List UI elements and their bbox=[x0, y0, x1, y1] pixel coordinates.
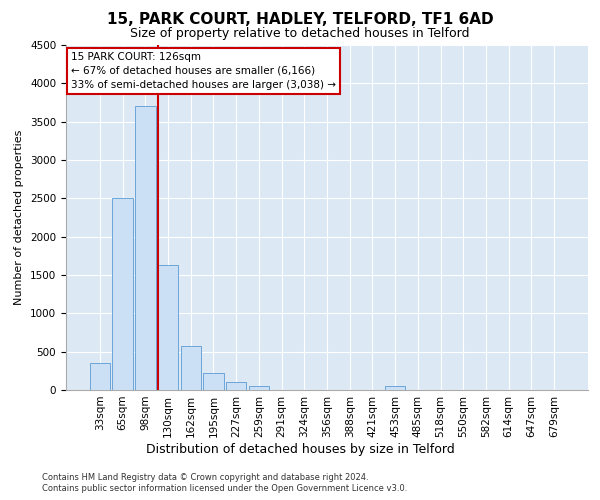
Y-axis label: Number of detached properties: Number of detached properties bbox=[14, 130, 25, 305]
Text: Contains HM Land Registry data © Crown copyright and database right 2024.: Contains HM Land Registry data © Crown c… bbox=[42, 472, 368, 482]
Bar bbox=[203, 373, 224, 390]
Bar bbox=[385, 386, 406, 390]
Bar bbox=[181, 346, 201, 390]
Text: Contains public sector information licensed under the Open Government Licence v3: Contains public sector information licen… bbox=[42, 484, 407, 493]
Bar bbox=[135, 106, 155, 390]
Bar bbox=[112, 198, 133, 390]
Text: 15 PARK COURT: 126sqm
← 67% of detached houses are smaller (6,166)
33% of semi-d: 15 PARK COURT: 126sqm ← 67% of detached … bbox=[71, 52, 336, 90]
Bar bbox=[226, 382, 247, 390]
Text: Distribution of detached houses by size in Telford: Distribution of detached houses by size … bbox=[146, 442, 454, 456]
Bar bbox=[90, 363, 110, 390]
Bar bbox=[158, 266, 178, 390]
Bar bbox=[248, 386, 269, 390]
Text: Size of property relative to detached houses in Telford: Size of property relative to detached ho… bbox=[130, 28, 470, 40]
Text: 15, PARK COURT, HADLEY, TELFORD, TF1 6AD: 15, PARK COURT, HADLEY, TELFORD, TF1 6AD bbox=[107, 12, 493, 28]
